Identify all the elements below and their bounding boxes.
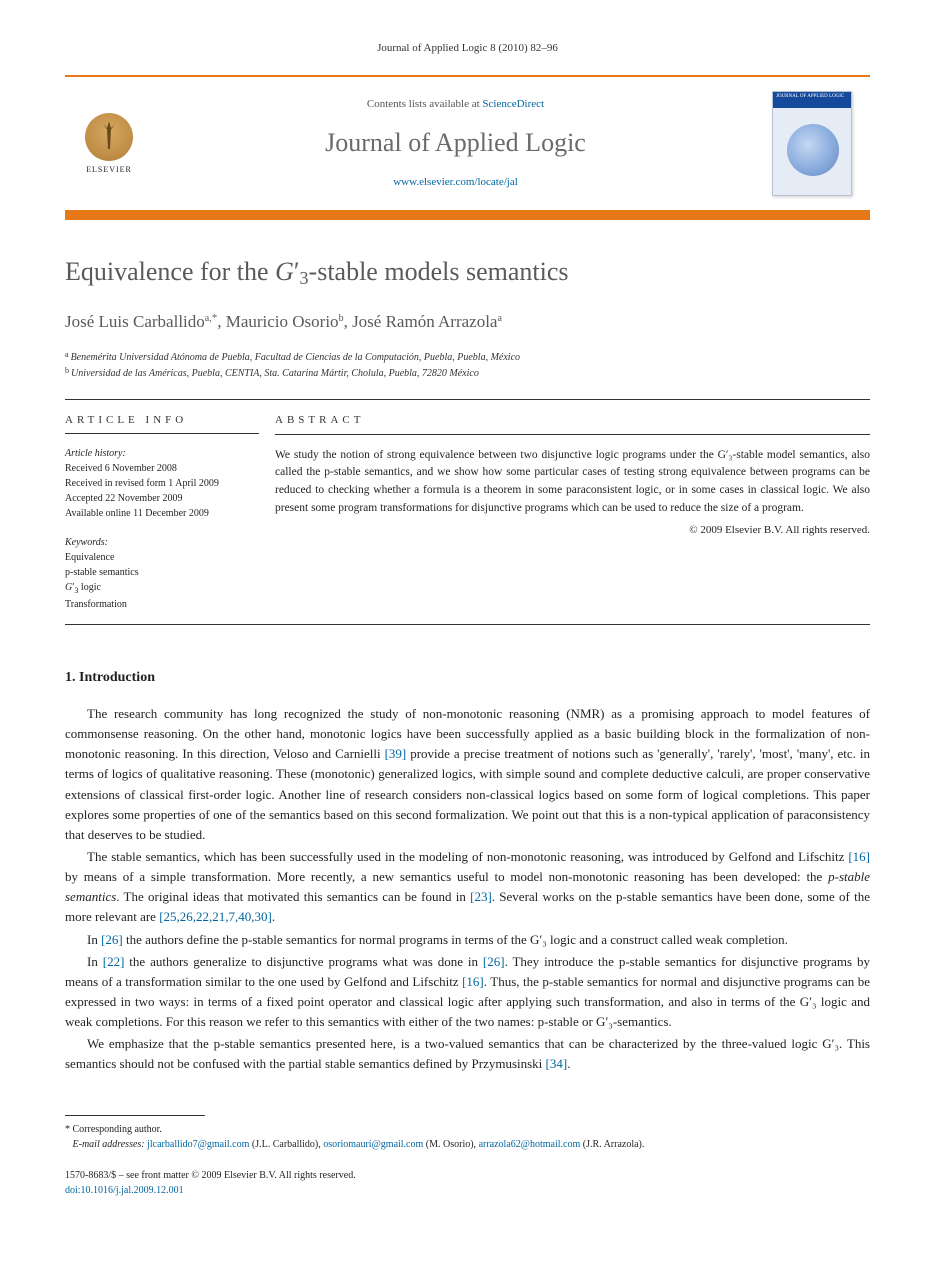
contents-available-line: Contents lists available at ScienceDirec… xyxy=(139,96,772,113)
abstract-copyright: © 2009 Elsevier B.V. All rights reserved… xyxy=(275,522,870,539)
citation-multi-1[interactable]: [25,26,22,21,7,40,30] xyxy=(159,909,272,924)
section-1-heading: 1. Introduction xyxy=(65,667,870,688)
citation-39[interactable]: [39] xyxy=(385,746,407,761)
affiliations: aBenemérita Universidad Atónoma de Puebl… xyxy=(65,349,870,381)
article-info-column: ARTICLE INFO Article history: Received 6… xyxy=(65,400,275,625)
citation-26[interactable]: [26] xyxy=(101,932,123,947)
elsevier-logo: ELSEVIER xyxy=(79,111,139,176)
citation-26b[interactable]: [26] xyxy=(483,954,505,969)
author-1-affil: a,* xyxy=(205,313,217,324)
keyword-3: G′3 logic xyxy=(65,580,259,597)
masthead-center: Contents lists available at ScienceDirec… xyxy=(139,96,772,190)
intro-para-4: In [22] the authors generalize to disjun… xyxy=(65,952,870,1033)
citation-34[interactable]: [34] xyxy=(546,1056,568,1071)
running-citation: Journal of Applied Logic 8 (2010) 82–96 xyxy=(65,40,870,57)
article-info-heading: ARTICLE INFO xyxy=(65,412,259,435)
journal-cover-thumbnail: JOURNAL OF APPLIED LOGIC xyxy=(772,91,852,196)
abstract-text: We study the notion of strong equivalenc… xyxy=(275,447,870,518)
elsevier-tree-icon xyxy=(85,113,133,161)
affiliation-b: Universidad de las Américas, Puebla, CEN… xyxy=(71,368,479,379)
author-list: José Luis Carballidoa,*, Mauricio Osorio… xyxy=(65,309,870,335)
intro-para-2: The stable semantics, which has been suc… xyxy=(65,847,870,928)
issn-copyright: 1570-8683/$ – see front matter © 2009 El… xyxy=(65,1168,870,1183)
intro-para-5: We emphasize that the p-stable semantics… xyxy=(65,1034,870,1074)
introduction-body: The research community has long recogniz… xyxy=(65,704,870,1075)
affiliation-a: Benemérita Universidad Atónoma de Puebla… xyxy=(71,352,520,363)
elsevier-wordmark: ELSEVIER xyxy=(86,164,132,176)
date-online: Available online 11 December 2009 xyxy=(65,506,259,521)
article-history-label: Article history: xyxy=(65,446,259,461)
footnote-separator xyxy=(65,1115,205,1116)
citation-22[interactable]: [22] xyxy=(103,954,125,969)
corresponding-author-note: * Corresponding author. xyxy=(65,1122,870,1137)
author-3-affil: a xyxy=(497,313,501,324)
abstract-column: ABSTRACT We study the notion of strong e… xyxy=(275,400,870,625)
author-2: Mauricio Osorio xyxy=(226,312,339,331)
article-title: Equivalence for the G′3-stable models se… xyxy=(65,256,870,290)
front-matter-line: 1570-8683/$ – see front matter © 2009 El… xyxy=(65,1168,870,1198)
footnotes: * Corresponding author. E-mail addresses… xyxy=(65,1122,870,1152)
cover-title: JOURNAL OF APPLIED LOGIC xyxy=(776,94,844,100)
keyword-2: p-stable semantics xyxy=(65,565,259,580)
sciencedirect-link[interactable]: ScienceDirect xyxy=(482,98,544,110)
citation-23[interactable]: [23] xyxy=(470,889,492,904)
intro-para-1: The research community has long recogniz… xyxy=(65,704,870,845)
journal-masthead: ELSEVIER Contents lists available at Sci… xyxy=(65,75,870,220)
doi-link[interactable]: doi:10.1016/j.jal.2009.12.001 xyxy=(65,1183,870,1198)
journal-name: Journal of Applied Logic xyxy=(139,123,772,162)
author-1: José Luis Carballido xyxy=(65,312,205,331)
journal-homepage-link[interactable]: www.elsevier.com/locate/jal xyxy=(139,174,772,191)
keyword-1: Equivalence xyxy=(65,550,259,565)
date-received: Received 6 November 2008 xyxy=(65,461,259,476)
email-author-3[interactable]: arrazola62@hotmail.com xyxy=(479,1139,581,1150)
author-3: José Ramón Arrazola xyxy=(352,312,497,331)
keyword-4: Transformation xyxy=(65,597,259,612)
keywords-label: Keywords: xyxy=(65,535,259,550)
email-addresses-line: E-mail addresses: jlcarballido7@gmail.co… xyxy=(65,1137,870,1152)
email-author-1[interactable]: jlcarballido7@gmail.com xyxy=(147,1139,249,1150)
date-revised: Received in revised form 1 April 2009 xyxy=(65,476,259,491)
info-abstract-block: ARTICLE INFO Article history: Received 6… xyxy=(65,399,870,626)
date-accepted: Accepted 22 November 2009 xyxy=(65,491,259,506)
abstract-heading: ABSTRACT xyxy=(275,412,870,435)
citation-16[interactable]: [16] xyxy=(848,849,870,864)
cover-art-icon xyxy=(787,124,839,176)
citation-16b[interactable]: [16] xyxy=(462,974,484,989)
email-author-2[interactable]: osoriomauri@gmail.com xyxy=(323,1139,423,1150)
intro-para-3: In [26] the authors define the p-stable … xyxy=(65,930,870,950)
